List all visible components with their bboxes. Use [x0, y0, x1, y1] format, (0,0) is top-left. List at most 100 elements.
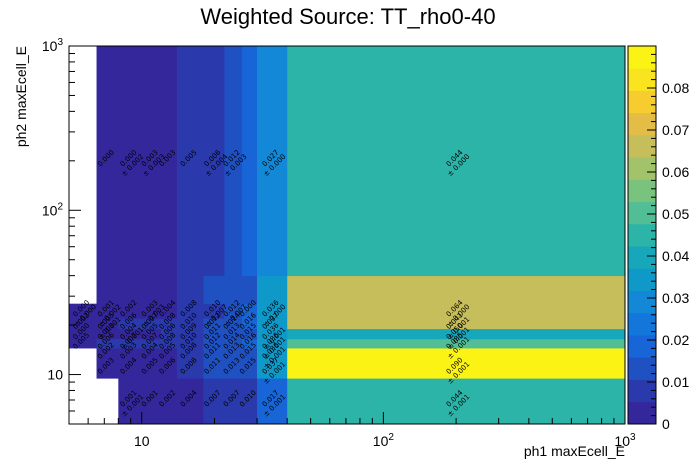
x-axis-label: ph1 maxEcell_E	[524, 443, 625, 459]
heatmap-cell	[257, 303, 288, 319]
heatmap-cell	[242, 303, 258, 319]
heatmap-cell	[118, 303, 143, 319]
heatmap-cell	[96, 303, 119, 319]
heatmap-cell	[287, 318, 626, 330]
heatmap-cell	[160, 358, 178, 379]
heatmap-cell	[160, 328, 178, 340]
heatmap-cell	[96, 358, 119, 379]
y-axis-label: ph2 maxEcell_E	[13, 46, 29, 147]
heatmap-cell	[118, 378, 143, 425]
color-scale-segment	[628, 112, 656, 136]
heatmap-cell	[224, 358, 243, 379]
color-scale-segment	[628, 335, 656, 358]
heatmap-cell	[96, 328, 119, 340]
heatmap-cell	[118, 275, 143, 305]
heatmap-cell	[242, 46, 258, 277]
heatmap-cell	[257, 318, 288, 330]
color-scale-label: 0.02	[662, 332, 689, 348]
heatmap-cell	[177, 318, 204, 330]
heatmap-cell	[203, 46, 225, 277]
heatmap-cell	[224, 328, 243, 340]
heatmap-cell	[160, 318, 178, 330]
color-scale-segment	[628, 46, 656, 69]
heatmap-cell	[224, 348, 243, 360]
color-scale-segment	[628, 379, 656, 403]
heatmap-cell	[160, 303, 178, 319]
color-scale-segment	[628, 201, 656, 225]
heatmap-cell	[177, 46, 204, 277]
y-tick-label: 103	[42, 37, 64, 54]
heatmap-cell	[160, 275, 178, 305]
heatmap-cell	[242, 338, 258, 349]
heatmap-cell	[69, 318, 97, 330]
heatmap-cell	[224, 303, 243, 319]
heatmap-cell	[257, 275, 288, 305]
heatmap-cell	[224, 378, 243, 425]
heatmap-cell	[141, 318, 162, 330]
color-scale-segment	[628, 68, 656, 91]
color-scale-label: 0.05	[662, 206, 689, 222]
color-scale-label: 0.06	[662, 164, 689, 180]
color-scale-segment	[628, 179, 656, 203]
heatmap-cell	[257, 378, 288, 425]
heatmap-cell	[257, 46, 288, 277]
heatmap-cell	[257, 358, 288, 379]
color-scale: 0 0.01 0.02 0.03 0.04 0.05 0.06 0.07 0.08	[627, 45, 689, 432]
color-scale-segment	[628, 401, 656, 425]
color-scale-label: 0.04	[662, 248, 689, 264]
y-tick-label: 102	[42, 201, 64, 218]
color-scale-frame	[627, 45, 657, 425]
heatmap-cell	[141, 338, 162, 349]
heatmap-cell	[69, 338, 97, 349]
heatmap-cell	[203, 303, 225, 319]
heatmap-cell	[160, 46, 178, 277]
heatmap-cell	[177, 275, 204, 305]
heatmap-cell	[287, 358, 626, 379]
color-scale-label: 0.08	[662, 80, 689, 96]
x-axis: 10 102 103	[68, 412, 636, 449]
heatmap-cell	[118, 46, 143, 277]
heatmap-cell	[287, 328, 626, 340]
heatmap-cell	[242, 358, 258, 379]
heatmap-cell	[203, 338, 225, 349]
heatmap-cell	[96, 46, 119, 277]
color-scale-label: 0.01	[662, 374, 689, 390]
heatmap-cell	[96, 318, 119, 330]
y-axis: 10 102 103	[42, 37, 81, 425]
heatmap-cell	[242, 328, 258, 340]
heatmap-cell	[177, 328, 204, 340]
heatmap-cell	[287, 338, 626, 349]
x-tick-label: 102	[373, 432, 395, 449]
heatmap-cell	[203, 275, 225, 305]
heatmap-cell	[160, 348, 178, 360]
color-scale-segment	[628, 290, 656, 314]
heatmap-cell	[141, 275, 162, 305]
heatmap-cell	[203, 348, 225, 360]
heatmap-cell	[287, 275, 626, 305]
chart-title: Weighted Source: TT_rho0-40	[200, 4, 495, 29]
heatmap-cell	[160, 338, 178, 349]
heatmap-cell	[203, 328, 225, 340]
heatmap-cell	[141, 378, 162, 425]
color-scale-label: 0	[662, 416, 670, 432]
heatmap-cell	[257, 338, 288, 349]
heatmap-cell	[141, 46, 162, 277]
heatmap-cell	[141, 303, 162, 319]
heatmap-cell	[177, 303, 204, 319]
heatmap-cell	[177, 378, 204, 425]
heatmap-cell	[96, 338, 119, 349]
heatmap-cell	[224, 318, 243, 330]
heatmap-cell	[96, 348, 119, 360]
plot-frame	[68, 45, 626, 425]
heatmap-cell	[224, 338, 243, 349]
heatmap-cell	[177, 348, 204, 360]
heatmap-cell	[118, 328, 143, 340]
color-scale-segment	[628, 157, 656, 180]
heatmap-cell	[257, 328, 288, 340]
heatmap-cell	[141, 328, 162, 340]
heatmap-cell	[69, 303, 97, 319]
heatmap-cell	[118, 318, 143, 330]
color-scale-segment	[628, 357, 656, 380]
